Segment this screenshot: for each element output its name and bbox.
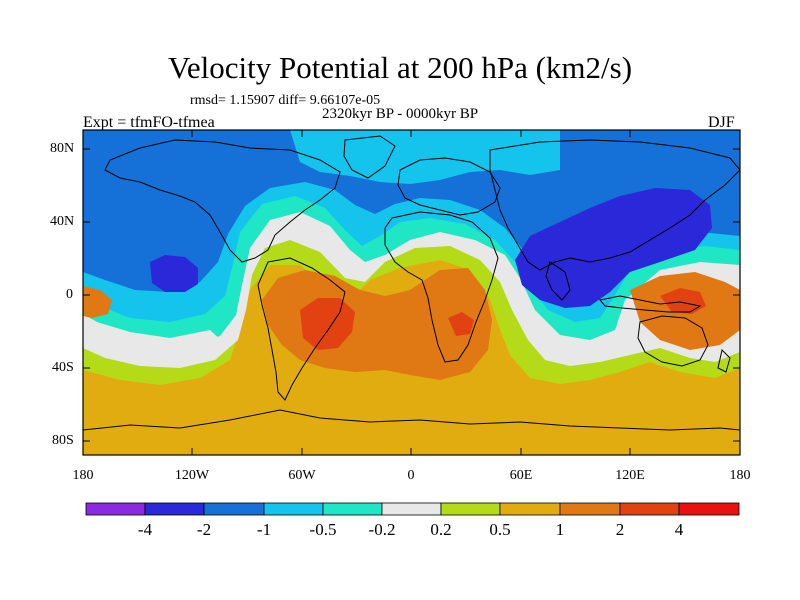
coast-north-america [104, 139, 341, 263]
coast-europe [397, 157, 501, 216]
colorbar-label: 2 [615, 520, 625, 539]
contour-4-plus-westpacific [660, 288, 706, 314]
colorbar-label: 0.2 [430, 520, 452, 539]
coast-india [545, 261, 571, 301]
coast-africa [384, 211, 499, 363]
colorbar-box-10 [678, 502, 740, 516]
colorbar-box-3 [263, 502, 324, 516]
lon-label-120e: 120E [615, 468, 645, 483]
lon-ticks [191, 130, 631, 455]
coast-australia [637, 315, 709, 367]
lat-label-0: 0 [66, 287, 73, 302]
experiment-label: Expt = tfmFO-tfmea [83, 114, 215, 131]
colorbar-box-1 [144, 502, 205, 516]
coast-antarctica [83, 409, 740, 431]
lon-label-60e: 60E [509, 468, 533, 483]
coast-greenland [343, 135, 396, 179]
colorbar-box-0 [85, 502, 146, 516]
contour-4-plus-southamerica [300, 298, 355, 350]
colorbar-label: 0.5 [489, 520, 511, 539]
lon-label-180w: 180 [72, 468, 94, 483]
lon-label-180e: 180 [729, 468, 751, 483]
lat-label-40s: 40S [52, 360, 74, 375]
colorbar-box-7 [499, 502, 561, 516]
lon-label-0: 0 [407, 468, 415, 483]
lon-label-60w: 60W [288, 468, 316, 483]
contour-2-to-4-atlantic [262, 268, 492, 380]
colorbar-label: -1 [256, 520, 272, 539]
colorbar [85, 502, 740, 516]
colorbar-label: -0.2 [368, 520, 396, 539]
lat-label-80n: 80N [50, 141, 75, 156]
lat-ticks [83, 148, 740, 442]
coast-south-america [257, 257, 346, 401]
coastlines [83, 135, 740, 431]
colorbar-box-6 [440, 502, 501, 516]
contour-neg-2-asia [515, 188, 712, 308]
contour-north-atlantic-tongue [290, 130, 560, 184]
season-label: DJF [708, 114, 735, 131]
colorbar-label: -4 [137, 520, 153, 539]
contour-neutral-south-pacific [90, 320, 226, 362]
colorbar-label: -2 [196, 520, 212, 539]
contour-4-plus-africa [448, 312, 474, 336]
contour-field [83, 130, 740, 455]
colorbar-label: -0.5 [309, 520, 337, 539]
lat-label-40n: 40N [50, 214, 75, 229]
contour-neg-2-pacific [150, 255, 198, 292]
colorbar-box-8 [559, 502, 621, 516]
colorbar-label: 1 [555, 520, 565, 539]
lon-label-120w: 120W [174, 468, 210, 483]
colorbar-box-5 [381, 502, 442, 516]
colorbar-box-9 [619, 502, 680, 516]
coast-new-zealand [717, 349, 731, 373]
map-title: Velocity Potential at 200 hPa (km2/s) [167, 50, 633, 85]
colorbar-box-4 [322, 502, 383, 516]
lat-label-80s: 80S [52, 433, 74, 448]
contour-2-to-4-dateline [83, 286, 112, 318]
rmsd-diff-text: rmsd= 1.15907 diff= 9.66107e-05 [190, 93, 381, 108]
colorbar-label: 4 [674, 520, 684, 539]
coast-asia [489, 139, 740, 271]
colorbar-box-2 [203, 502, 265, 516]
period-label: 2320kyr BP - 0000kyr BP [322, 106, 479, 122]
coast-indonesia [599, 295, 702, 313]
